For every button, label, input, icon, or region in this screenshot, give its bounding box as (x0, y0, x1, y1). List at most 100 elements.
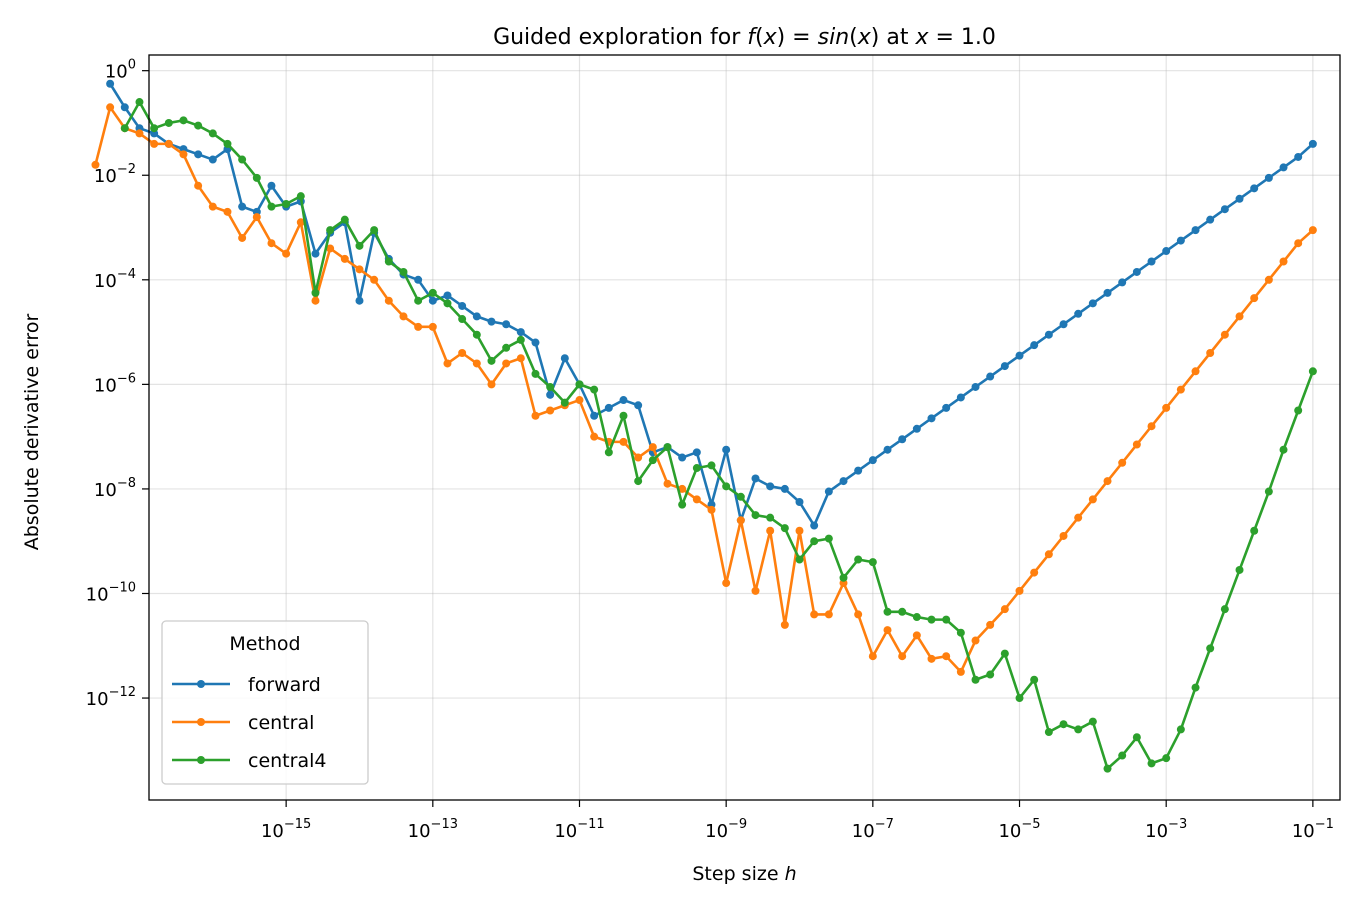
data-point-central4 (1206, 644, 1215, 653)
title-part: f (747, 25, 758, 50)
data-point-forward (443, 291, 452, 300)
data-point-central (619, 437, 628, 446)
data-point-central4 (1162, 754, 1171, 763)
data-point-central4 (1250, 526, 1259, 535)
x-axis-label: Step size h (692, 863, 796, 885)
x-label-part: Step size (692, 863, 784, 885)
data-point-central4 (780, 524, 789, 533)
data-point-central (854, 610, 863, 619)
data-point-central (296, 218, 305, 227)
data-point-forward (590, 411, 599, 420)
x-tick-label: 10−1 (1292, 817, 1334, 842)
data-point-central4 (1176, 725, 1185, 734)
data-point-central (164, 139, 173, 148)
x-tick-label: 10−5 (998, 817, 1040, 842)
data-point-central4 (692, 464, 701, 473)
data-point-forward (428, 296, 437, 305)
data-point-forward (839, 477, 848, 486)
data-point-forward (927, 414, 936, 423)
data-point-forward (546, 390, 555, 399)
data-point-central4 (766, 513, 775, 522)
data-point-central (399, 312, 408, 321)
data-point-central (971, 636, 980, 645)
data-point-forward (1294, 152, 1303, 161)
data-point-forward (1088, 299, 1097, 308)
title-part: ( (849, 25, 858, 50)
series-forward (106, 79, 1317, 530)
data-point-central4 (1074, 725, 1083, 734)
data-point-forward (1147, 257, 1156, 266)
data-point-central (722, 579, 731, 588)
data-point-central (1030, 568, 1039, 577)
data-point-central (590, 432, 599, 441)
data-point-central (634, 453, 643, 462)
data-point-central (502, 359, 511, 368)
data-point-central4 (252, 173, 261, 182)
title-part: x (763, 25, 778, 50)
title-part: ) = (777, 25, 818, 50)
data-point-central (678, 484, 687, 493)
data-point-forward (531, 338, 540, 347)
data-point-central (898, 652, 907, 661)
data-point-forward (780, 484, 789, 493)
data-point-central (238, 233, 247, 242)
data-point-forward (106, 79, 115, 88)
data-point-forward (883, 445, 892, 454)
data-point-central4 (311, 288, 320, 297)
axis-ticks: 10−15 10−13 10−11 10−9 10−7 10−5 10−3 10−1 100 10… (86, 58, 1334, 842)
data-point-forward (912, 424, 921, 433)
data-point-forward (898, 435, 907, 444)
data-point-central4 (267, 202, 276, 211)
data-point-central4 (751, 511, 760, 520)
title-part: Guided exploration for (493, 25, 747, 50)
data-point-central (692, 495, 701, 504)
data-point-central (1162, 403, 1171, 412)
data-point-central (1308, 226, 1317, 235)
data-point-central4 (340, 215, 349, 224)
data-point-forward (692, 448, 701, 457)
data-point-central (780, 620, 789, 629)
data-point-central4 (1235, 565, 1244, 574)
data-point-central (1264, 275, 1273, 284)
data-point-central4 (619, 411, 628, 420)
series-line-central4 (123, 100, 1315, 770)
data-point-central (428, 322, 437, 331)
data-point-central4 (912, 613, 921, 622)
data-point-forward (678, 453, 687, 462)
data-point-central (1132, 440, 1141, 449)
data-point-central (414, 322, 423, 331)
data-point-central (1206, 349, 1215, 357)
data-point-central (1279, 257, 1288, 266)
data-point-forward (1162, 247, 1171, 256)
x-tick-label: 10−9 (705, 817, 747, 842)
title-part: x (914, 25, 929, 50)
legend-box (161, 620, 369, 785)
title-part: ) at (871, 25, 916, 50)
data-point-central (1235, 312, 1244, 321)
data-point-central4 (942, 615, 951, 624)
data-point-forward (1103, 288, 1112, 297)
data-point-central (179, 150, 188, 159)
x-tick-label: 10−11 (554, 817, 604, 842)
data-point-central4 (560, 398, 569, 407)
data-point-central (986, 620, 995, 629)
data-point-central (1191, 367, 1200, 376)
y-tick-label: 10−2 (94, 162, 136, 187)
data-point-central (282, 249, 291, 258)
legend-item-central4: central4 (172, 750, 326, 772)
data-point-forward (487, 317, 496, 326)
data-point-central4 (223, 139, 232, 148)
data-point-central4 (839, 573, 848, 582)
data-point-central4 (1294, 406, 1303, 415)
data-point-central4 (1015, 694, 1024, 703)
data-point-central (443, 359, 452, 368)
data-point-central4 (355, 241, 364, 250)
data-point-forward (516, 328, 525, 337)
data-point-central4 (883, 607, 892, 616)
data-point-central4 (575, 380, 584, 389)
data-point-central4 (868, 558, 877, 567)
data-point-forward (854, 466, 863, 475)
data-point-forward (1206, 215, 1215, 224)
data-point-forward (1220, 205, 1229, 214)
